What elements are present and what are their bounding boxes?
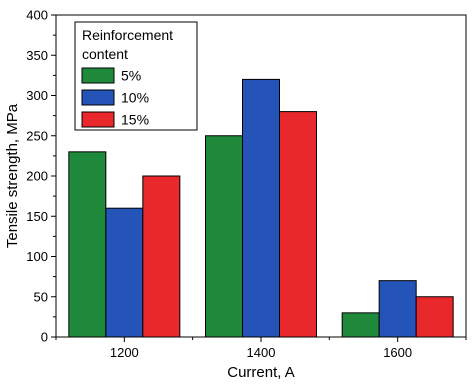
y-tick-label: 350 [26,48,48,63]
legend-title-line: content [82,46,128,62]
legend-swatch [81,89,115,106]
legend-entry-label: 15% [121,112,149,128]
legend: Reinforcement content 5% 10% 15% [74,21,198,131]
bar-1400-10pct [242,78,280,338]
bar-1400-5pct [205,135,243,338]
y-tick-label: 150 [26,209,48,224]
legend-entry-label: 5% [121,68,141,84]
bar-1400-15pct [279,111,317,338]
bar-1600-15pct [415,296,454,338]
y-tick-label: 300 [26,88,48,103]
bar-1600-5pct [341,312,380,338]
y-axis-title: Tensile strength, MPa [4,103,21,248]
bar-1600-10pct [378,280,417,338]
y-tick-label: 250 [26,128,48,143]
y-tick-label: 200 [26,169,48,184]
legend-entry-label: 10% [121,90,149,106]
axes-group: 0 50 100 150 200 250 300 350 400 1200 1400 1600 [26,8,467,360]
x-tick-label: 1400 [247,345,276,360]
x-tick-label: 1200 [110,345,139,360]
y-tick-label: 100 [26,249,48,264]
bar-1200-10pct [105,207,144,338]
x-axis-title: Current, A [227,364,295,381]
y-tick-label: 0 [41,330,48,345]
y-tick-label: 400 [26,8,48,23]
legend-swatch [81,67,115,84]
bar-1200-15pct [142,175,181,338]
x-tick-label: 1600 [383,345,412,360]
legend-title-line: Reinforcement [82,27,173,43]
y-tick-label: 50 [34,289,48,304]
bar-1200-5pct [68,151,107,338]
legend-swatch [81,111,115,128]
